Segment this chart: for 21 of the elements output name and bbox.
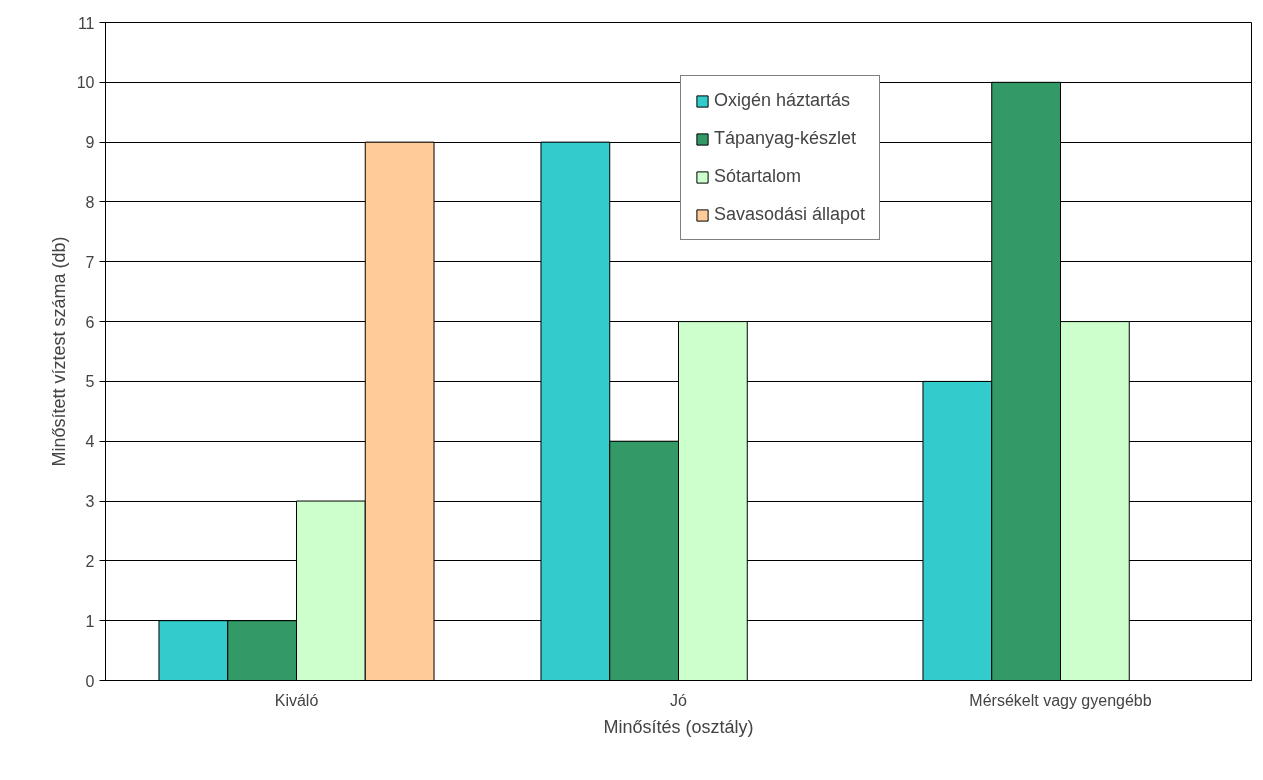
y-tick-label: 1 (85, 612, 95, 630)
y-tick-label: 0 (85, 672, 95, 690)
y-tick-label: 3 (85, 493, 95, 511)
y-axis-title: Minősített víztest száma (db) (48, 236, 69, 467)
y-tick-label: 2 (85, 552, 95, 570)
legend-label: Sótartalom (714, 166, 802, 187)
legend-label: Tápanyag-készlet (714, 128, 857, 149)
legend-label: Savasodási állapot (714, 204, 866, 225)
x-tick-label: Mérsékelt vagy gyengébb (969, 691, 1152, 709)
y-tick-label: 10 (76, 74, 95, 92)
y-tick-label: 11 (77, 14, 95, 32)
x-axis-title: Minősítés (osztály) (603, 716, 754, 737)
y-tick-label: 9 (85, 134, 95, 152)
x-tick-label: Jó (670, 691, 688, 709)
x-tick-label: Kiváló (274, 691, 319, 709)
y-tick-label: 6 (85, 313, 95, 331)
y-tick-label: 7 (85, 253, 95, 271)
y-tick-label: 5 (85, 373, 95, 391)
y-tick-label: 8 (85, 193, 95, 211)
y-tick-label: 4 (85, 433, 95, 451)
legend-label: Oxigén háztartás (714, 90, 851, 111)
